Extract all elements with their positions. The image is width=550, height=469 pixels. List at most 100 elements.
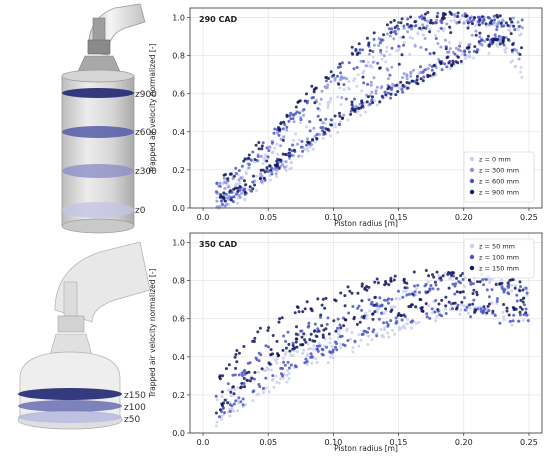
data-point <box>362 314 366 318</box>
data-point <box>399 314 403 318</box>
data-point <box>365 100 369 104</box>
data-point <box>525 293 529 297</box>
data-point <box>413 24 417 28</box>
data-point <box>425 24 429 28</box>
data-point <box>466 21 470 25</box>
data-point <box>520 18 524 22</box>
data-point <box>495 13 499 17</box>
data-point <box>386 87 390 91</box>
data-point <box>218 181 222 185</box>
data-point <box>330 123 334 127</box>
data-point <box>247 163 251 166</box>
label-z100: z100 <box>124 403 146 413</box>
data-point <box>402 313 406 317</box>
data-point <box>256 155 260 158</box>
data-point <box>324 117 328 121</box>
data-point <box>267 149 271 153</box>
data-point <box>510 48 514 52</box>
data-point <box>490 288 494 292</box>
chart-350-xticks: 0.0 0.05 0.10 0.15 0.20 0.25 <box>197 433 538 447</box>
data-point <box>275 142 279 146</box>
data-point <box>385 32 389 36</box>
data-point <box>483 307 487 311</box>
x-tick-label: 0.05 <box>259 213 277 222</box>
data-point <box>262 176 266 180</box>
data-point <box>396 90 400 93</box>
intake-port-bottom <box>54 241 151 323</box>
data-point <box>250 376 254 380</box>
data-point <box>337 332 341 336</box>
data-point <box>269 168 273 172</box>
data-point <box>512 313 516 317</box>
data-point <box>373 303 377 307</box>
valve-nut-bottom <box>57 315 85 333</box>
data-point <box>415 78 419 82</box>
series-points <box>214 11 524 206</box>
data-point <box>522 296 525 300</box>
data-point <box>487 51 491 55</box>
data-point <box>215 398 219 402</box>
label-z50: z50 <box>124 415 140 425</box>
data-point <box>264 376 268 380</box>
data-point <box>418 26 422 30</box>
data-point <box>423 36 427 40</box>
data-point <box>291 354 295 358</box>
data-point <box>339 76 343 80</box>
data-point <box>308 145 312 149</box>
data-point <box>437 274 441 278</box>
data-point <box>233 388 237 391</box>
data-point <box>288 148 292 151</box>
data-point <box>351 52 355 56</box>
data-point <box>350 45 354 49</box>
data-point <box>431 273 434 277</box>
data-point <box>348 337 352 341</box>
legend-entry: z = 300 mm <box>479 167 519 175</box>
data-point <box>309 347 312 351</box>
data-point <box>411 36 415 40</box>
data-point <box>486 38 490 41</box>
data-point <box>281 348 285 352</box>
plane-z300 <box>62 164 134 178</box>
data-point <box>236 201 239 205</box>
data-point <box>245 378 249 382</box>
data-point <box>434 299 438 302</box>
data-point <box>261 141 265 145</box>
data-point <box>488 280 492 284</box>
data-point <box>338 120 342 124</box>
data-point <box>366 60 370 64</box>
data-point <box>342 324 346 328</box>
data-point <box>458 281 462 285</box>
y-tick-label: 0.6 <box>172 90 185 99</box>
data-point <box>385 67 389 71</box>
data-point <box>316 114 320 118</box>
data-point <box>390 46 394 50</box>
data-point <box>240 164 244 168</box>
data-point <box>291 117 295 121</box>
data-point <box>307 321 311 325</box>
data-point <box>422 16 426 20</box>
data-point <box>271 334 275 337</box>
data-point <box>314 357 317 361</box>
data-point <box>260 144 264 148</box>
data-point <box>342 83 346 87</box>
data-point <box>325 322 329 326</box>
data-point <box>237 373 241 377</box>
data-point <box>442 16 446 20</box>
legend-box <box>463 238 535 279</box>
data-point <box>474 33 478 37</box>
y-tick-label: 0.0 <box>172 429 185 438</box>
data-point <box>349 112 353 116</box>
data-point <box>378 100 382 104</box>
data-point <box>312 90 316 94</box>
data-point <box>266 345 270 349</box>
data-point <box>375 334 379 338</box>
data-point <box>226 382 230 386</box>
data-point <box>427 304 430 308</box>
data-point <box>482 18 486 22</box>
data-point <box>426 290 430 294</box>
data-point <box>371 95 374 99</box>
data-point <box>367 52 371 56</box>
data-point <box>291 341 295 345</box>
data-point <box>356 73 360 77</box>
